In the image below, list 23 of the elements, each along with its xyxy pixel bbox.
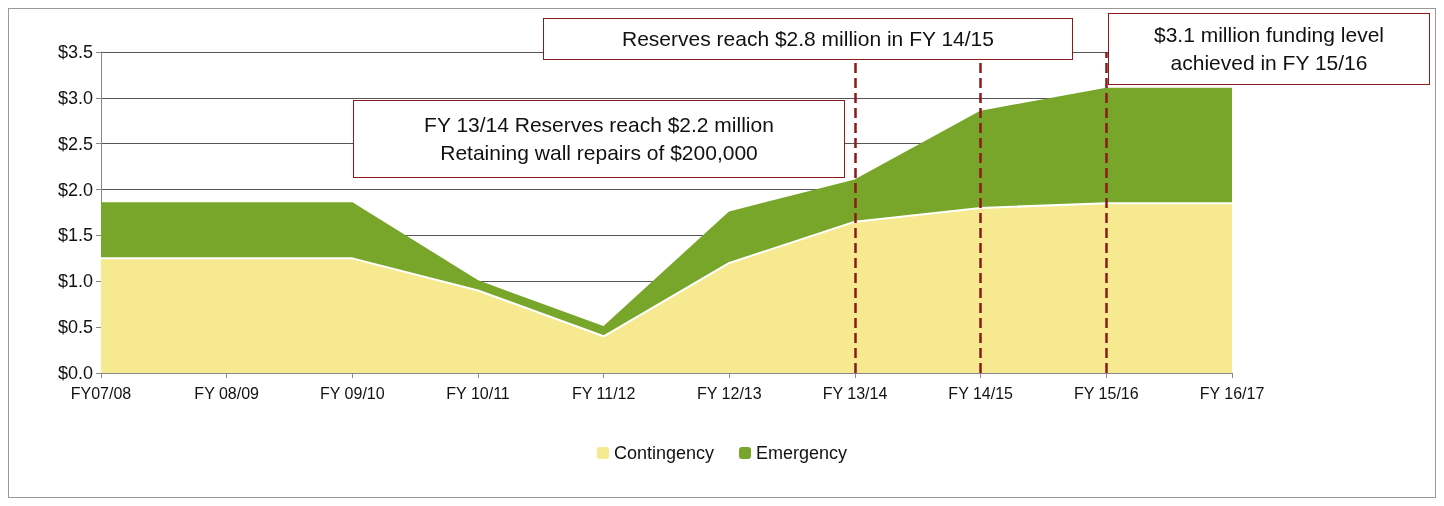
legend-label: Contingency bbox=[613, 443, 715, 463]
x-tick-label: FY 13/14 bbox=[822, 384, 888, 402]
x-tick-label: FY 16/17 bbox=[1199, 384, 1265, 402]
callout-box: $3.1 million funding level achieved in FY 15/16 bbox=[1108, 13, 1430, 85]
y-tick-label: $0.5 bbox=[57, 317, 93, 338]
y-tick-label: $1.0 bbox=[57, 271, 93, 292]
x-tick-label: FY 12/13 bbox=[697, 384, 762, 402]
y-tick-label: $3.0 bbox=[57, 87, 93, 108]
y-tick-label: $0.0 bbox=[57, 363, 93, 383]
legend-label: Emergency bbox=[756, 443, 848, 463]
y-tick-label: $2.5 bbox=[57, 133, 93, 154]
x-tick-label: FY 08/09 bbox=[194, 384, 260, 402]
y-tick-label: $2.0 bbox=[57, 179, 93, 200]
x-tick-label: FY 09/10 bbox=[320, 384, 385, 402]
x-tick-label: FY 14/15 bbox=[948, 384, 1014, 402]
x-tick-label: FY 11/12 bbox=[571, 384, 636, 402]
callout-box: FY 13/14 Reserves reach $2.2 million Retaining wall repairs of $200,000 bbox=[353, 100, 845, 178]
x-tick-label: FY07/08 bbox=[70, 384, 132, 402]
y-tick-label: $1.5 bbox=[57, 225, 93, 246]
y-tick-label: $3.5 bbox=[57, 42, 93, 62]
x-tick-label: FY 15/16 bbox=[1074, 384, 1139, 402]
x-tick-label: FY 10/11 bbox=[446, 384, 510, 402]
callout-box: Reserves reach $2.8 million in FY 14/15 bbox=[543, 18, 1073, 60]
